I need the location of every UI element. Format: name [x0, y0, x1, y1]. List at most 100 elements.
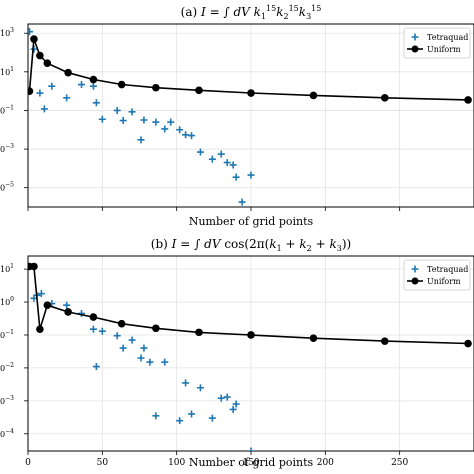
- panel-b-uniform-point: [117, 319, 126, 328]
- panel-b-y-tick-exponent: 0: [10, 296, 14, 303]
- panel-b-y-tick-exponent: −1: [5, 329, 14, 336]
- panel-a-uniform-point: [64, 68, 72, 77]
- panel-a-tetraquad-point: [167, 118, 175, 126]
- panel-a-tetraquad-point: [182, 131, 190, 139]
- panel-b-y-tick-exponent: 1: [10, 263, 14, 270]
- panel-b-y-tick-label: 10−4: [0, 428, 14, 439]
- panel-b-tetraquad-point: [182, 379, 190, 387]
- panel-a-y-tick-label: 101: [0, 66, 14, 77]
- panel-a-x-axis-label: Number of grid points: [189, 215, 314, 228]
- panel-a-tetraquad-point: [78, 81, 86, 89]
- panel-b-legend-uniform-marker: [411, 277, 419, 285]
- panel-a-y-tick-label: 10−3: [0, 143, 14, 154]
- panel-a-tetraquad-point: [128, 108, 136, 116]
- panel-b-y-tick-label: 10−2: [0, 362, 14, 373]
- panel-b-tetraquad-point: [188, 410, 196, 418]
- panel-b-y-tick-exponent: −4: [5, 428, 14, 435]
- panel-a-tetraquad-point: [89, 82, 97, 90]
- panel-a-tetraquad-point: [188, 132, 196, 140]
- panel-b-legend: Tetraquad Uniform: [403, 259, 471, 291]
- panel-b-y-tick-label: 10−3: [0, 395, 14, 406]
- panel-b-title: (b) I = ∫ dV cos(2π(k1 + k2 + k3)): [151, 237, 351, 253]
- panel-a-tetraquad-point: [92, 99, 100, 107]
- panel-a-legend-box: [403, 27, 471, 59]
- panel-a-legend-label: Tetraquad: [427, 33, 468, 42]
- panel-a-uniform-point: [152, 83, 160, 92]
- panel-b-tetraquad-point: [92, 363, 100, 371]
- panel-b-y-tick-label: 10−1: [0, 329, 14, 340]
- panel-b-uniform-point: [464, 339, 472, 348]
- panel-b-x-tick-label: 150: [242, 458, 259, 468]
- panel-b-legend-label: Tetraquad: [427, 265, 468, 274]
- panel-b-tetraquad-point: [140, 344, 148, 352]
- panel-a-y-tick-exponent: −1: [5, 104, 14, 111]
- panel-b-tetraquad-point: [128, 336, 136, 344]
- panel-a: (a) I = ∫ dV k115k215k315 Number of grid…: [0, 4, 474, 228]
- panel-a-tetraquad-point: [48, 82, 56, 90]
- panel-b-tetraquad-point: [217, 394, 225, 402]
- panel-b-uniform-point: [89, 313, 98, 321]
- panel-b-tetraquad-point: [89, 325, 97, 333]
- panel-a-uniform-point: [381, 94, 389, 102]
- panel-a-uniform-point: [464, 96, 472, 104]
- panel-b-tetraquad-point: [113, 332, 121, 340]
- panel-a-tetraquad-point: [247, 171, 255, 179]
- panel-a-y-tick-label: 10−1: [0, 104, 14, 115]
- panel-a-tetraquad-point: [113, 106, 121, 114]
- panel-a-y-tick-exponent: −3: [5, 143, 14, 150]
- panel-b-tetraquad-point: [146, 358, 154, 366]
- panel-b-uniform-point: [30, 262, 38, 271]
- panel-b-y-tick-label: 100: [0, 296, 14, 307]
- panel-b-x-tick-label: 50: [97, 458, 109, 468]
- panel-b-y-tick-label: 101: [0, 263, 14, 274]
- panel-b-tetraquad-point: [196, 384, 204, 392]
- panel-a-tetraquad-point: [238, 198, 246, 206]
- panel-b-tetraquad-point: [161, 358, 169, 366]
- panel-a-uniform-point: [30, 35, 38, 43]
- panel-b-x-axis-label: Number of grid points: [189, 456, 314, 469]
- panel-b-tetraquad-point: [137, 354, 145, 362]
- panel-a-tetraquad-point: [232, 173, 240, 181]
- panel-b-legend-label: Uniform: [427, 277, 461, 286]
- panel-b-x-tick-label: 0: [25, 458, 31, 468]
- panel-a-tetraquad-point: [161, 125, 169, 133]
- panel-b-tetraquad-point: [37, 290, 45, 298]
- panel-b-y-tick-exponent: −3: [5, 395, 14, 402]
- panel-a-legend: Tetraquad Uniform: [403, 27, 471, 59]
- panel-b-x-tick-label: 200: [317, 458, 334, 468]
- panel-a-legend-label: Uniform: [427, 45, 461, 54]
- panel-a-uniform-point: [247, 89, 255, 97]
- panel-a-uniform-point: [43, 59, 52, 67]
- panel-a-tetraquad-point: [137, 136, 145, 144]
- panel-b-x-tick-label: 100: [168, 458, 185, 468]
- panel-a-tetraquad-point: [217, 150, 225, 158]
- panel-a-tetraquad-point: [140, 116, 148, 124]
- panel-a-uniform-point: [36, 51, 44, 60]
- panel-a-tetraquad-point: [63, 94, 71, 102]
- panel-b-x-tick-label: 250: [391, 458, 408, 468]
- panel-a-y-tick-label: 10−5: [0, 182, 14, 193]
- panel-b-plot-area: [28, 262, 472, 451]
- panel-a-tetraquad-point: [40, 105, 48, 113]
- panel-b-tetraquad-point: [98, 327, 106, 335]
- panel-b-tetraquad-point: [119, 344, 127, 352]
- panel-a-tetraquad-point: [208, 155, 216, 163]
- panel-b-uniform-point: [36, 325, 44, 333]
- panel-b-tetraquad-point: [229, 405, 237, 413]
- panel-a-tetraquad-point: [196, 148, 204, 156]
- panel-b-uniform-point: [195, 328, 203, 337]
- panel-a-y-tick-exponent: 3: [10, 27, 14, 34]
- panel-a-grid: [27, 24, 474, 207]
- panel-b-tetraquad-point: [152, 412, 160, 420]
- panel-a-tetraquad-point: [223, 159, 231, 167]
- panel-a-legend-uniform-marker: [411, 45, 419, 53]
- panel-a-tetraquad-point: [98, 115, 106, 123]
- panel-b-uniform-point: [247, 331, 255, 339]
- panel-b-legend-tetraquad-marker: [411, 265, 419, 273]
- panel-a-uniform-point: [117, 80, 126, 89]
- panel-b-uniform-point: [64, 308, 72, 316]
- panel-b-tetraquad-point: [232, 400, 240, 408]
- panel-b-uniform-point: [309, 334, 318, 342]
- panel-a-tetraquad-point: [152, 118, 160, 126]
- panel-a-y-tick-exponent: −5: [5, 182, 14, 189]
